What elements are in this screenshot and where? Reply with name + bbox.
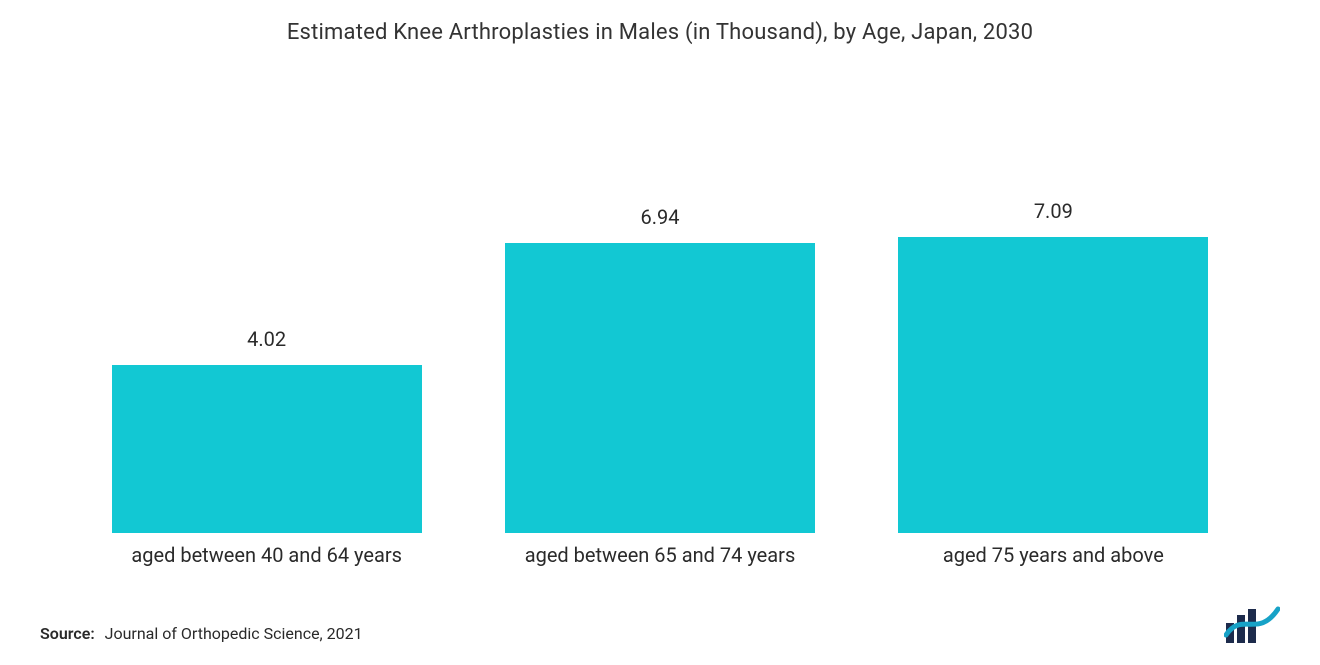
bar-slot-1: 6.94 — [463, 53, 856, 533]
bar-slot-0: 4.02 — [70, 53, 463, 533]
x-label-0: aged between 40 and 64 years — [70, 543, 463, 567]
bar-value-label: 4.02 — [247, 327, 286, 351]
bar-0 — [112, 365, 422, 533]
x-label-2: aged 75 years and above — [857, 543, 1250, 567]
bar-1 — [505, 243, 815, 533]
chart-footer: Source: Journal of Orthopedic Science, 2… — [40, 605, 1280, 643]
plot-area: 4.02 6.94 7.09 — [40, 53, 1280, 533]
x-axis-labels: aged between 40 and 64 years aged betwee… — [40, 533, 1280, 567]
chart-title: Estimated Knee Arthroplasties in Males (… — [40, 20, 1280, 45]
bar-slot-2: 7.09 — [857, 53, 1250, 533]
source-text: Journal of Orthopedic Science, 2021 — [105, 624, 363, 643]
bar-2 — [898, 237, 1208, 533]
x-label-1: aged between 65 and 74 years — [463, 543, 856, 567]
source-citation: Source: Journal of Orthopedic Science, 2… — [40, 624, 363, 643]
chart-container: Estimated Knee Arthroplasties in Males (… — [0, 0, 1320, 665]
source-label: Source: — [40, 624, 95, 643]
bar-value-label: 7.09 — [1034, 199, 1073, 223]
brand-logo-icon — [1224, 605, 1280, 643]
logo-bar-2 — [1237, 615, 1245, 643]
bar-value-label: 6.94 — [640, 205, 679, 229]
